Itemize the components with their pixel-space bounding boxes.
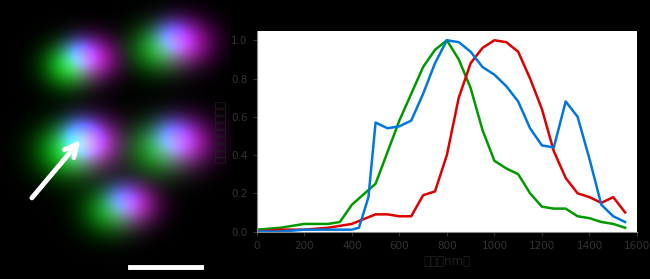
- Y-axis label: 蛍光強度（相対値）: 蛍光強度（相対値）: [214, 100, 227, 163]
- X-axis label: 距離（nm）: 距離（nm）: [423, 255, 471, 268]
